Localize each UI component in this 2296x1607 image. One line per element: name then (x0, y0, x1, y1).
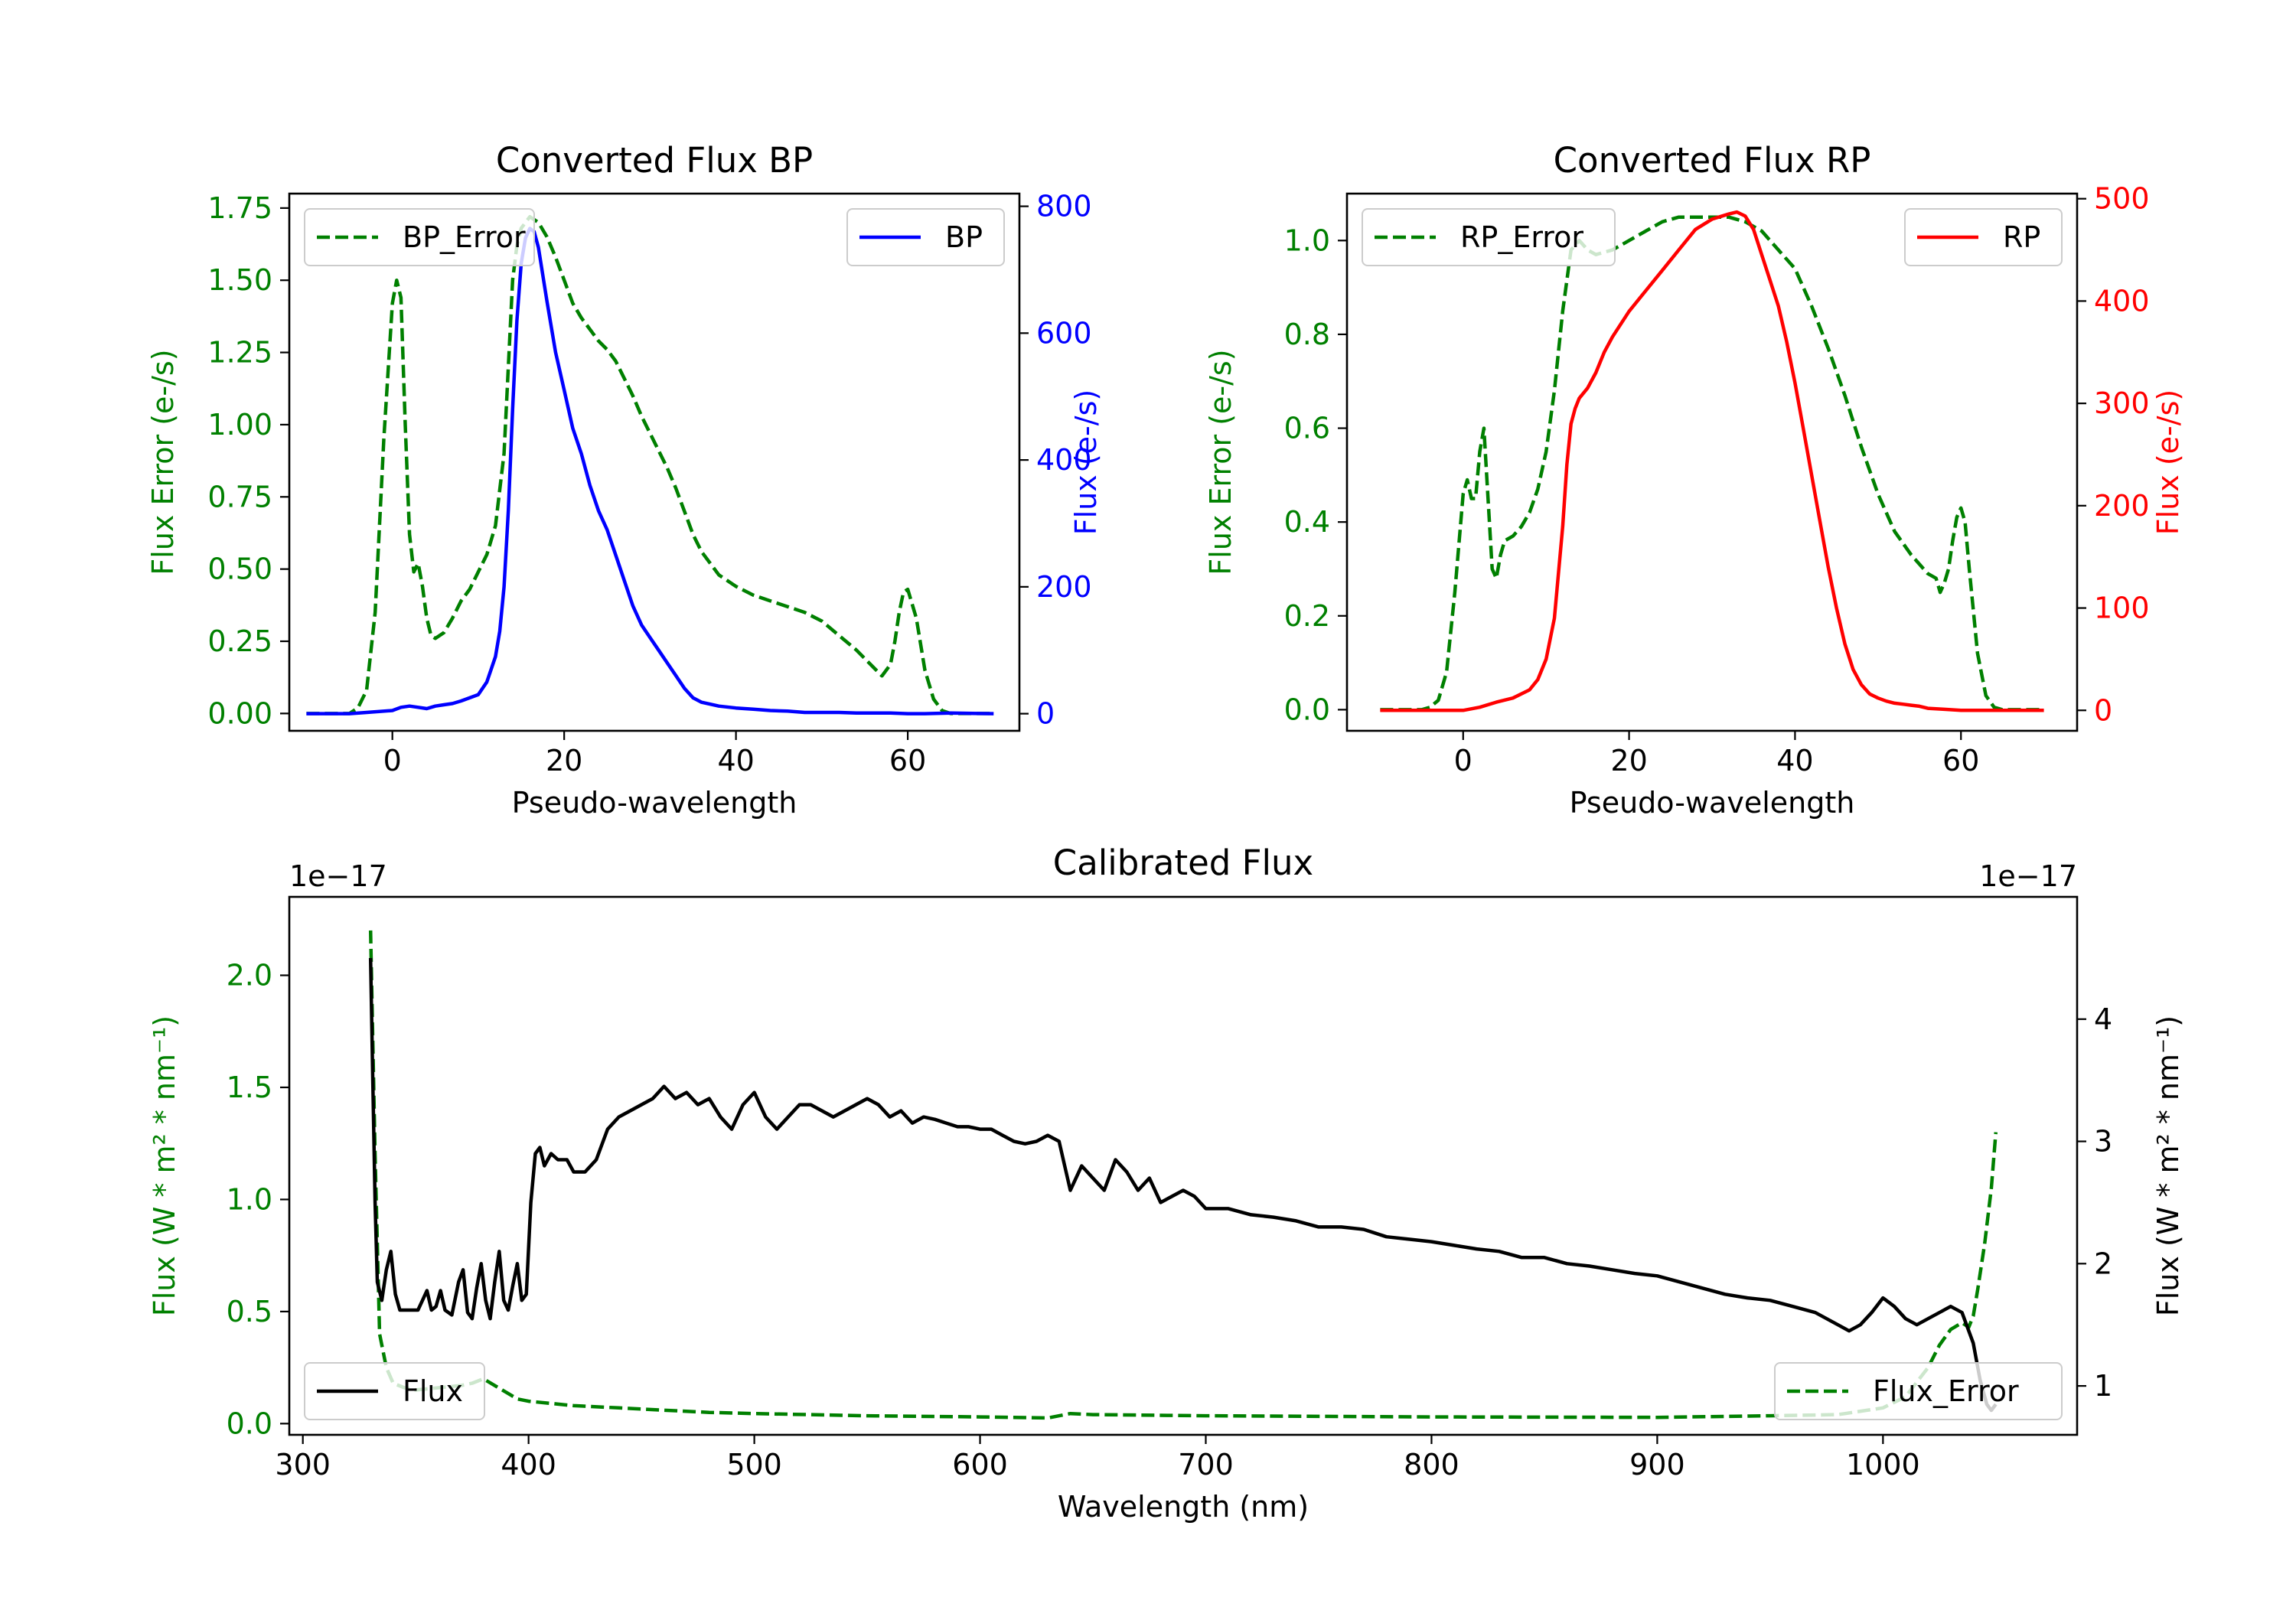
y-tick-label-right: 0 (1036, 697, 1055, 731)
legend-label: Flux_Error (1873, 1374, 2019, 1408)
series-line-rp (1380, 210, 2044, 712)
legend-label: Flux (403, 1374, 463, 1408)
y-tick-label-left: 0.0 (227, 1407, 272, 1440)
x-tick-label: 900 (1629, 1448, 1685, 1482)
series-line-flux-error (368, 930, 1998, 1420)
y-tick-label-left: 1.75 (207, 191, 272, 225)
y-tick-label-right: 200 (2094, 489, 2150, 523)
y-tick-label-right: 100 (2094, 592, 2150, 625)
y-tick-label-right: 2 (2094, 1247, 2112, 1280)
y-tick-label-left: 0.00 (207, 696, 272, 730)
legend-label: RP_Error (1460, 220, 1583, 254)
y-tick-label-right: 400 (2094, 284, 2150, 318)
legend-flux: Flux (304, 1362, 485, 1420)
y-axis-label-left: Flux Error (e-/s) (146, 349, 180, 575)
y-tick-label-right: 3 (2094, 1125, 2112, 1159)
y-tick-label-left: 1.00 (207, 408, 272, 442)
y-tick-label-left: 0.0 (1284, 693, 1330, 726)
x-tick-label: 700 (1178, 1448, 1234, 1482)
legend-rp-error: RP_Error (1362, 208, 1616, 266)
y-tick-label-right: 0 (2094, 693, 2112, 727)
x-tick-label: 0 (1454, 744, 1473, 777)
y-tick-label-left: 1.0 (227, 1182, 272, 1216)
y-tick-label-left: 1.0 (1284, 223, 1330, 257)
y-axis-label-right: Flux (e-/s) (2151, 390, 2185, 535)
chart-title: Calibrated Flux (1053, 843, 1313, 883)
chart-title: Converted Flux BP (496, 140, 813, 181)
y-tick-label-right: 800 (1036, 190, 1092, 223)
y-tick-label-left: 0.6 (1284, 412, 1330, 445)
y-tick-label-right: 400 (1036, 443, 1092, 477)
y-tick-label-left: 2.0 (227, 959, 272, 993)
series-line-flux (368, 957, 1998, 1413)
plot-frame (288, 192, 1021, 732)
plot-frame (1345, 192, 2079, 732)
legend-box (846, 208, 1005, 266)
legend-box (304, 208, 535, 266)
y-axis-label-right: Flux (e-/s) (1069, 390, 1103, 535)
legend-bp-error: BP_Error (304, 208, 535, 266)
x-tick-label: 60 (889, 744, 926, 777)
x-tick-label: 60 (1942, 744, 1979, 777)
plot-frame (288, 895, 2079, 1436)
series-line-bp (306, 227, 994, 715)
series-line-bp-error (306, 214, 994, 715)
x-tick-label: 20 (1610, 744, 1647, 777)
y-tick-label-left: 0.50 (207, 553, 272, 586)
offset-label-left: 1e−17 (289, 859, 387, 893)
y-tick-label-left: 0.25 (207, 624, 272, 658)
chart-panel-2: 0 20 40 60 0.0 0.2 0.4 0.6 0.8 1.0 0 100 200 300 400 50… (1204, 140, 2185, 820)
legend-box (1774, 1362, 2063, 1420)
chart-panel-1: 0 20 40 60 0.00 0.25 0.50 0.75 1.00 1.25 1.50 1.75 0… (146, 140, 1103, 820)
y-tick-label-right: 200 (1036, 570, 1092, 604)
y-axis-label-left: Flux Error (e-/s) (1204, 349, 1238, 575)
series-line-rp-error (1380, 215, 2044, 712)
legend-box (304, 1362, 485, 1420)
y-axis-label-left: Flux (W * m² * nm⁻¹) (148, 1015, 181, 1316)
y-tick-label-left: 1.50 (207, 263, 272, 297)
x-tick-label: 40 (1776, 744, 1813, 777)
y-axis-label-right: Flux (W * m² * nm⁻¹) (2151, 1015, 2185, 1316)
y-tick-label-left: 0.5 (227, 1295, 272, 1328)
offset-label-right: 1e−17 (1979, 859, 2077, 893)
legend-rp: RP (1904, 208, 2063, 266)
legend-box (1904, 208, 2063, 266)
x-tick-label: 20 (546, 744, 582, 777)
legend-flux-error: Flux_Error (1774, 1362, 2063, 1420)
x-tick-label: 1000 (1846, 1448, 1920, 1482)
x-tick-label: 500 (726, 1448, 782, 1482)
y-tick-label-left: 1.25 (207, 336, 272, 370)
x-tick-label: 0 (383, 744, 402, 777)
y-tick-label-left: 0.8 (1284, 318, 1330, 351)
x-tick-label: 300 (275, 1448, 331, 1482)
chart-title: Converted Flux RP (1554, 140, 1871, 181)
y-tick-label-left: 0.75 (207, 480, 272, 513)
x-axis-label: Wavelength (nm) (1058, 1490, 1309, 1524)
y-tick-label-right: 600 (1036, 316, 1092, 350)
x-tick-label: 600 (952, 1448, 1008, 1482)
x-axis-label: Pseudo-wavelength (512, 786, 797, 820)
legend-label: RP (2003, 220, 2040, 254)
y-tick-label-left: 0.4 (1284, 505, 1330, 539)
x-tick-label: 40 (717, 744, 754, 777)
x-tick-label: 800 (1404, 1448, 1459, 1482)
legend-label: BP (945, 220, 983, 254)
x-axis-label: Pseudo-wavelength (1570, 786, 1855, 820)
y-tick-label-right: 300 (2094, 386, 2150, 420)
legend-label: BP_Error (403, 220, 526, 254)
y-tick-label-left: 0.2 (1284, 599, 1330, 633)
y-tick-label-left: 1.5 (227, 1071, 272, 1104)
x-tick-label: 400 (501, 1448, 556, 1482)
legend-bp: BP (846, 208, 1005, 266)
y-tick-label-right: 1 (2094, 1369, 2112, 1403)
y-tick-label-right: 500 (2094, 182, 2150, 216)
legend-box (1362, 208, 1616, 266)
y-tick-label-right: 4 (2094, 1002, 2112, 1036)
chart-panel-3: 300 400 500 600 700 800 900 1000 0.0 0.5 1.0 1.5 2.0… (148, 843, 2185, 1524)
